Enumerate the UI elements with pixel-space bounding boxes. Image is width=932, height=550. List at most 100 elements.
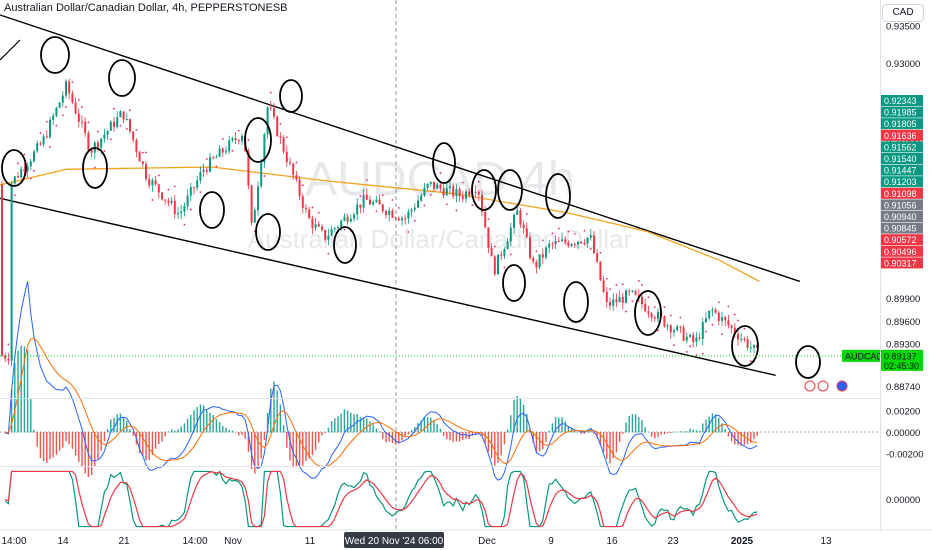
macd-histogram-bar — [17, 350, 19, 433]
time-axis-label: 16 — [606, 536, 618, 547]
macd-histogram-bar — [580, 432, 582, 434]
candle-body — [365, 194, 368, 200]
macd-histogram-bar — [446, 432, 448, 439]
candle-body — [71, 93, 74, 103]
macd-histogram-bar — [266, 412, 269, 433]
hand-drawn-circle — [497, 169, 523, 211]
candle-body — [279, 136, 282, 138]
candle-body — [196, 180, 199, 188]
price-tag-label: 0.91562 — [884, 142, 917, 152]
psar-dot — [311, 206, 314, 209]
psar-dot — [605, 277, 608, 280]
psar-dot — [81, 106, 83, 108]
macd-histogram-bar — [100, 432, 102, 451]
macd-histogram-bar — [625, 422, 627, 433]
price-tag — [881, 222, 923, 234]
price-tick-label: 0.88740 — [886, 382, 920, 393]
currency-button[interactable]: CAD — [882, 4, 924, 22]
candle-body — [234, 138, 237, 141]
candle-body — [669, 325, 672, 333]
candle-body — [612, 299, 615, 306]
candle-body — [250, 185, 253, 223]
candle-body — [10, 183, 13, 361]
macd-histogram-bar — [193, 410, 195, 433]
psar-dot — [541, 239, 544, 242]
candle-body — [685, 336, 688, 341]
candle-body — [413, 207, 416, 210]
price-tag — [881, 257, 923, 269]
candle-body — [317, 224, 320, 227]
psar-dot — [397, 206, 400, 209]
time-axis-label: 14:00 — [182, 536, 207, 547]
macd-histogram-bar — [737, 432, 739, 446]
price-tag-label: 0.91985 — [884, 108, 917, 118]
candle-body — [193, 187, 195, 189]
macd-histogram-bar — [33, 429, 35, 433]
macd-histogram-bar — [567, 425, 570, 433]
candle-body — [151, 180, 154, 186]
macd-histogram-bar — [721, 423, 723, 433]
macd-histogram-bar — [599, 432, 602, 446]
candle-body — [314, 224, 317, 228]
psar-dot — [375, 210, 378, 213]
macd-histogram-bar — [660, 432, 662, 435]
macd-histogram-bar — [170, 429, 173, 433]
psar-dot — [87, 121, 90, 124]
psar-dot — [557, 227, 560, 230]
macd-histogram-bar — [695, 430, 698, 433]
macd-histogram-bar — [516, 396, 518, 433]
macd-histogram-bar — [689, 428, 691, 433]
candle-body — [561, 239, 563, 242]
candle-body — [503, 249, 506, 256]
psar-dot — [429, 193, 432, 196]
candle-body — [529, 237, 531, 258]
psar-dot — [189, 208, 192, 211]
macd-histogram-bar — [257, 432, 259, 469]
macd-histogram-bar — [68, 432, 70, 445]
psar-dot — [487, 218, 490, 220]
macd-histogram-bar — [746, 432, 749, 445]
candle-body — [324, 230, 327, 240]
macd-tick-label: 0.00000 — [886, 428, 920, 439]
macd-histogram-bar — [276, 390, 278, 433]
psar-dot — [279, 122, 282, 125]
macd-histogram-bar — [513, 399, 515, 433]
macd-histogram-bar — [94, 432, 96, 467]
upper-channel-line — [0, 14, 801, 283]
macd-histogram-bar — [330, 421, 333, 433]
macd-histogram-bar — [551, 423, 554, 433]
macd-histogram-bar — [113, 418, 115, 433]
psar-dot — [551, 232, 554, 235]
macd-histogram-bar — [718, 417, 720, 433]
macd-histogram-bar — [158, 432, 160, 444]
candle-body — [423, 187, 426, 196]
candle-body — [490, 247, 493, 257]
candle-body — [461, 196, 464, 199]
psar-dot — [113, 107, 115, 110]
time-axis-label: Dec — [478, 536, 496, 547]
candle-body — [615, 299, 618, 303]
psar-dot — [641, 283, 643, 286]
candle-body — [23, 169, 26, 172]
candle-body — [141, 161, 144, 165]
price-tag — [881, 153, 923, 164]
oscillator-slow-line — [4, 470, 758, 528]
candle-body — [609, 301, 611, 306]
candle-body — [343, 216, 346, 221]
candle-body — [577, 241, 579, 245]
macd-histogram-bar — [449, 432, 451, 441]
psar-dot — [77, 99, 80, 101]
pane-divider — [0, 398, 880, 399]
candle-body — [100, 138, 103, 148]
candle-body — [58, 102, 61, 108]
macd-histogram-bar — [602, 432, 605, 453]
candle-body — [439, 184, 442, 189]
macd-histogram-bar — [74, 432, 77, 456]
macd-histogram-bar — [321, 432, 323, 436]
macd-histogram-bar — [657, 432, 659, 437]
macd-histogram-bar — [663, 432, 666, 435]
candle-body — [359, 204, 362, 208]
macd-histogram-bar — [494, 432, 496, 466]
psar-dot — [461, 181, 464, 184]
